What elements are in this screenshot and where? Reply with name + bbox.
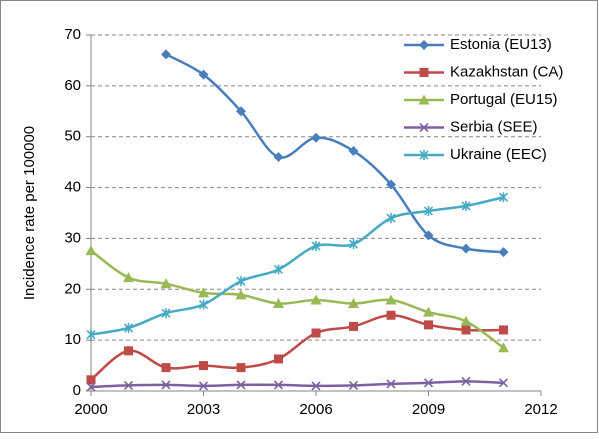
marker: [236, 363, 246, 373]
y-axis-label: Incidence rate per 100000: [21, 126, 38, 300]
marker: [461, 376, 471, 386]
series-line: [165, 53, 504, 254]
marker: [236, 106, 246, 117]
marker: [386, 310, 396, 320]
marker: [273, 264, 284, 275]
marker: [386, 179, 396, 190]
y-tick-label: 60: [64, 77, 81, 94]
marker: [236, 276, 246, 287]
legend-marker: [419, 150, 429, 160]
marker: [386, 379, 396, 389]
marker: [160, 278, 172, 289]
marker: [349, 321, 358, 331]
marker: [310, 294, 322, 305]
marker: [311, 381, 321, 391]
y-tick-label: 40: [64, 179, 81, 196]
marker: [498, 192, 509, 203]
y-tick-label: 30: [64, 229, 81, 246]
marker: [198, 299, 209, 310]
marker: [311, 241, 321, 252]
legend-label: Portugal (EU15): [450, 91, 558, 108]
marker: [161, 49, 171, 60]
marker: [499, 325, 508, 335]
x-tick-label: 2009: [412, 401, 445, 418]
marker: [423, 205, 434, 216]
marker: [123, 322, 134, 333]
marker: [274, 354, 283, 364]
marker: [348, 145, 359, 156]
y-tick-label: 70: [64, 26, 81, 43]
series-line: [90, 196, 504, 336]
marker: [311, 328, 321, 338]
y-tick-label: 10: [64, 331, 81, 348]
marker: [423, 378, 434, 388]
x-tick-label: 2003: [187, 401, 220, 418]
marker: [424, 320, 433, 330]
marker: [386, 213, 396, 224]
marker: [123, 380, 134, 390]
marker: [198, 381, 209, 391]
x-tick-label: 2000: [74, 401, 107, 418]
marker: [198, 69, 209, 80]
marker: [86, 329, 96, 340]
marker: [273, 380, 284, 390]
marker: [273, 298, 284, 309]
marker: [461, 325, 471, 335]
x-tick-label: 2012: [524, 401, 557, 418]
x-tick-label: 2006: [299, 401, 332, 418]
marker: [236, 380, 246, 390]
marker: [273, 152, 284, 163]
marker: [423, 306, 434, 317]
y-tick-label: 0: [73, 382, 81, 399]
marker: [498, 378, 509, 388]
marker: [161, 363, 171, 373]
marker: [311, 132, 321, 143]
legend-label: Serbia (SEE): [450, 118, 538, 135]
legend-label: Ukraine (EEC): [450, 146, 547, 163]
marker: [348, 298, 359, 309]
marker: [235, 289, 247, 300]
legend-marker: [419, 68, 429, 77]
marker: [86, 375, 96, 385]
marker: [348, 380, 359, 390]
marker: [198, 287, 209, 298]
marker: [461, 200, 471, 211]
legend-marker: [419, 40, 429, 50]
marker: [86, 382, 96, 392]
legend-label: Kazakhstan (CA): [450, 63, 563, 80]
y-tick-label: 50: [64, 128, 81, 145]
marker: [124, 346, 133, 356]
series-line: [90, 380, 504, 389]
legend-marker: [418, 94, 430, 105]
marker: [161, 380, 171, 390]
legend-marker: [419, 122, 429, 133]
legend-label: Estonia (EU13): [450, 36, 552, 53]
marker: [498, 342, 509, 353]
marker: [460, 315, 472, 326]
marker: [123, 272, 134, 283]
y-tick-label: 20: [64, 280, 81, 297]
marker: [348, 239, 359, 250]
marker: [85, 245, 97, 256]
marker: [423, 230, 434, 241]
marker: [461, 243, 471, 254]
marker: [199, 361, 208, 371]
marker: [385, 294, 397, 305]
marker: [498, 247, 509, 258]
marker: [161, 308, 171, 319]
